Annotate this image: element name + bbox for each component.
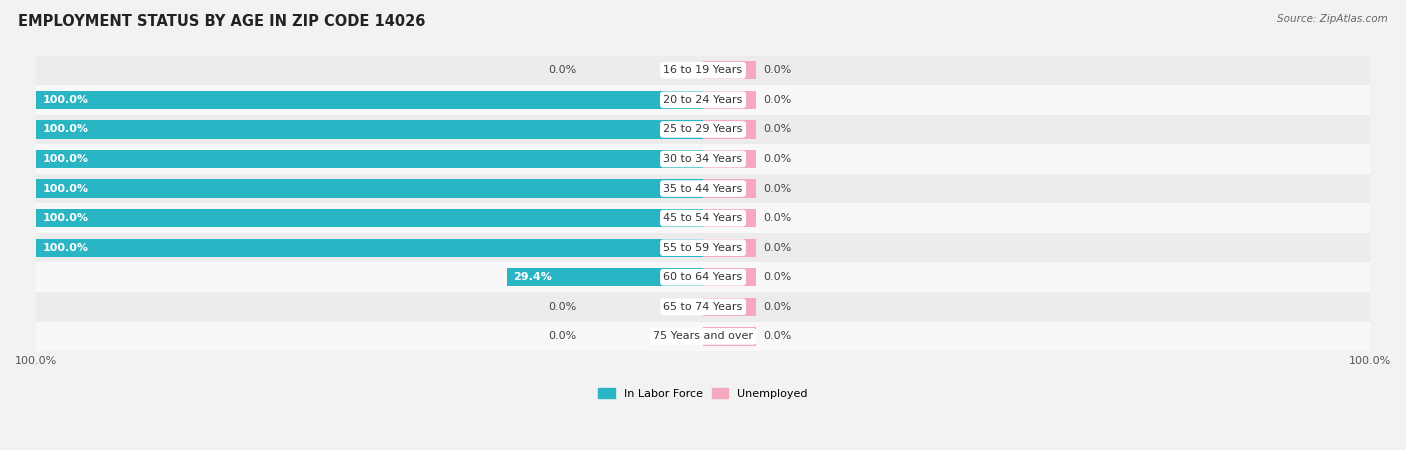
Bar <box>37 233 1369 262</box>
Bar <box>508 268 703 287</box>
Text: 100.0%: 100.0% <box>42 243 89 253</box>
Bar <box>37 203 1369 233</box>
Text: 20 to 24 Years: 20 to 24 Years <box>664 95 742 105</box>
Text: 0.0%: 0.0% <box>763 243 792 253</box>
Bar <box>703 61 756 80</box>
Text: 16 to 19 Years: 16 to 19 Years <box>664 65 742 75</box>
Text: 75 Years and over: 75 Years and over <box>652 331 754 342</box>
Text: 30 to 34 Years: 30 to 34 Years <box>664 154 742 164</box>
Bar <box>37 322 1369 351</box>
Bar <box>703 268 756 287</box>
Text: 0.0%: 0.0% <box>763 302 792 312</box>
Text: 100.0%: 100.0% <box>42 95 89 105</box>
Text: 0.0%: 0.0% <box>763 154 792 164</box>
Bar <box>37 180 703 198</box>
Text: 0.0%: 0.0% <box>548 331 576 342</box>
Bar <box>37 144 1369 174</box>
Bar <box>37 115 1369 144</box>
Bar <box>703 91 756 109</box>
Bar <box>703 209 756 227</box>
Bar <box>703 327 756 346</box>
Text: 100.0%: 100.0% <box>42 154 89 164</box>
Bar <box>703 297 756 316</box>
Bar <box>37 150 703 168</box>
Bar <box>37 91 703 109</box>
Text: 0.0%: 0.0% <box>763 124 792 135</box>
Bar <box>703 238 756 257</box>
Bar <box>703 180 756 198</box>
Text: Source: ZipAtlas.com: Source: ZipAtlas.com <box>1277 14 1388 23</box>
Text: 60 to 64 Years: 60 to 64 Years <box>664 272 742 282</box>
Text: 0.0%: 0.0% <box>763 272 792 282</box>
Bar <box>37 238 703 257</box>
Text: 45 to 54 Years: 45 to 54 Years <box>664 213 742 223</box>
Text: 25 to 29 Years: 25 to 29 Years <box>664 124 742 135</box>
Bar <box>37 55 1369 85</box>
Bar <box>703 150 756 168</box>
Legend: In Labor Force, Unemployed: In Labor Force, Unemployed <box>598 388 808 399</box>
Text: 55 to 59 Years: 55 to 59 Years <box>664 243 742 253</box>
Text: EMPLOYMENT STATUS BY AGE IN ZIP CODE 14026: EMPLOYMENT STATUS BY AGE IN ZIP CODE 140… <box>18 14 426 28</box>
Text: 0.0%: 0.0% <box>763 213 792 223</box>
Bar <box>37 120 703 139</box>
Text: 29.4%: 29.4% <box>513 272 553 282</box>
Bar <box>37 262 1369 292</box>
Bar <box>37 85 1369 115</box>
Text: 100.0%: 100.0% <box>42 213 89 223</box>
Text: 100.0%: 100.0% <box>42 124 89 135</box>
Text: 0.0%: 0.0% <box>548 65 576 75</box>
Bar <box>37 174 1369 203</box>
Text: 65 to 74 Years: 65 to 74 Years <box>664 302 742 312</box>
Text: 0.0%: 0.0% <box>763 95 792 105</box>
Bar <box>703 120 756 139</box>
Text: 0.0%: 0.0% <box>763 65 792 75</box>
Text: 0.0%: 0.0% <box>763 184 792 194</box>
Text: 0.0%: 0.0% <box>763 331 792 342</box>
Bar <box>37 292 1369 322</box>
Bar <box>37 209 703 227</box>
Text: 100.0%: 100.0% <box>42 184 89 194</box>
Text: 0.0%: 0.0% <box>548 302 576 312</box>
Text: 35 to 44 Years: 35 to 44 Years <box>664 184 742 194</box>
